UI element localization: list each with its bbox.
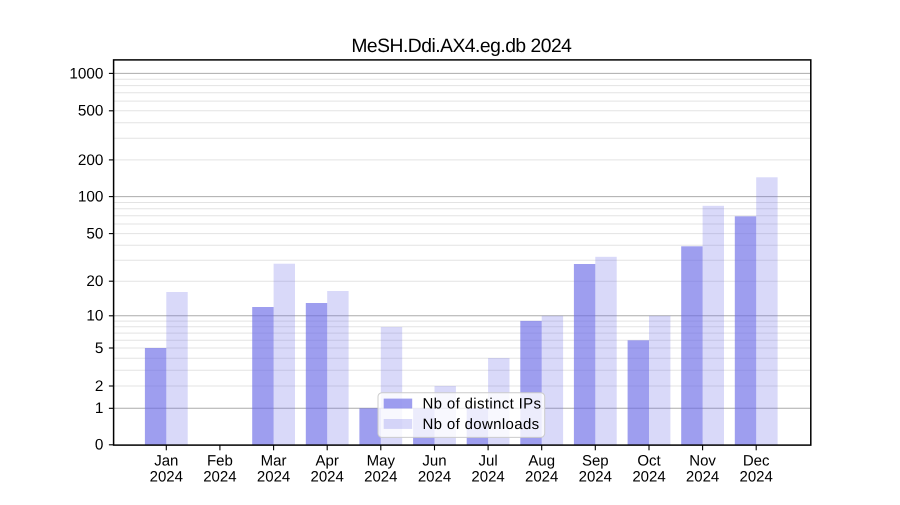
svg-text:Sep: Sep [582, 452, 609, 469]
svg-text:Apr: Apr [316, 452, 339, 469]
svg-text:10: 10 [86, 308, 103, 325]
svg-text:Nb of downloads: Nb of downloads [423, 416, 540, 433]
svg-text:Nov: Nov [689, 452, 716, 469]
svg-text:1: 1 [95, 400, 104, 417]
svg-text:0: 0 [95, 437, 104, 454]
svg-text:Feb: Feb [207, 452, 233, 469]
svg-text:2024: 2024 [257, 469, 290, 486]
svg-text:200: 200 [78, 152, 104, 169]
svg-text:1000: 1000 [69, 65, 103, 82]
svg-text:2024: 2024 [150, 469, 183, 486]
svg-text:2024: 2024 [579, 469, 612, 486]
svg-text:2024: 2024 [740, 469, 773, 486]
svg-text:2024: 2024 [525, 469, 558, 486]
svg-text:50: 50 [86, 226, 103, 243]
svg-text:2024: 2024 [311, 469, 344, 486]
svg-text:2024: 2024 [203, 469, 236, 486]
svg-text:Nb of distinct IPs: Nb of distinct IPs [423, 396, 542, 413]
svg-text:2: 2 [95, 378, 104, 395]
svg-text:2024: 2024 [364, 469, 397, 486]
svg-text:5: 5 [95, 340, 104, 357]
svg-text:May: May [367, 452, 396, 469]
svg-text:Jun: Jun [422, 452, 446, 469]
svg-text:Aug: Aug [528, 452, 555, 469]
svg-text:Jan: Jan [154, 452, 178, 469]
svg-text:2024: 2024 [471, 469, 504, 486]
svg-text:2024: 2024 [632, 469, 665, 486]
svg-text:Jul: Jul [479, 452, 498, 469]
svg-text:Oct: Oct [637, 452, 661, 469]
svg-text:Mar: Mar [261, 452, 287, 469]
svg-text:2024: 2024 [686, 469, 719, 486]
svg-text:2024: 2024 [418, 469, 451, 486]
svg-text:500: 500 [78, 103, 104, 120]
svg-text:100: 100 [78, 189, 104, 206]
svg-text:MeSH.Ddi.AX4.eg.db 2024: MeSH.Ddi.AX4.eg.db 2024 [351, 36, 572, 57]
svg-text:Dec: Dec [743, 452, 770, 469]
svg-text:20: 20 [86, 273, 103, 290]
